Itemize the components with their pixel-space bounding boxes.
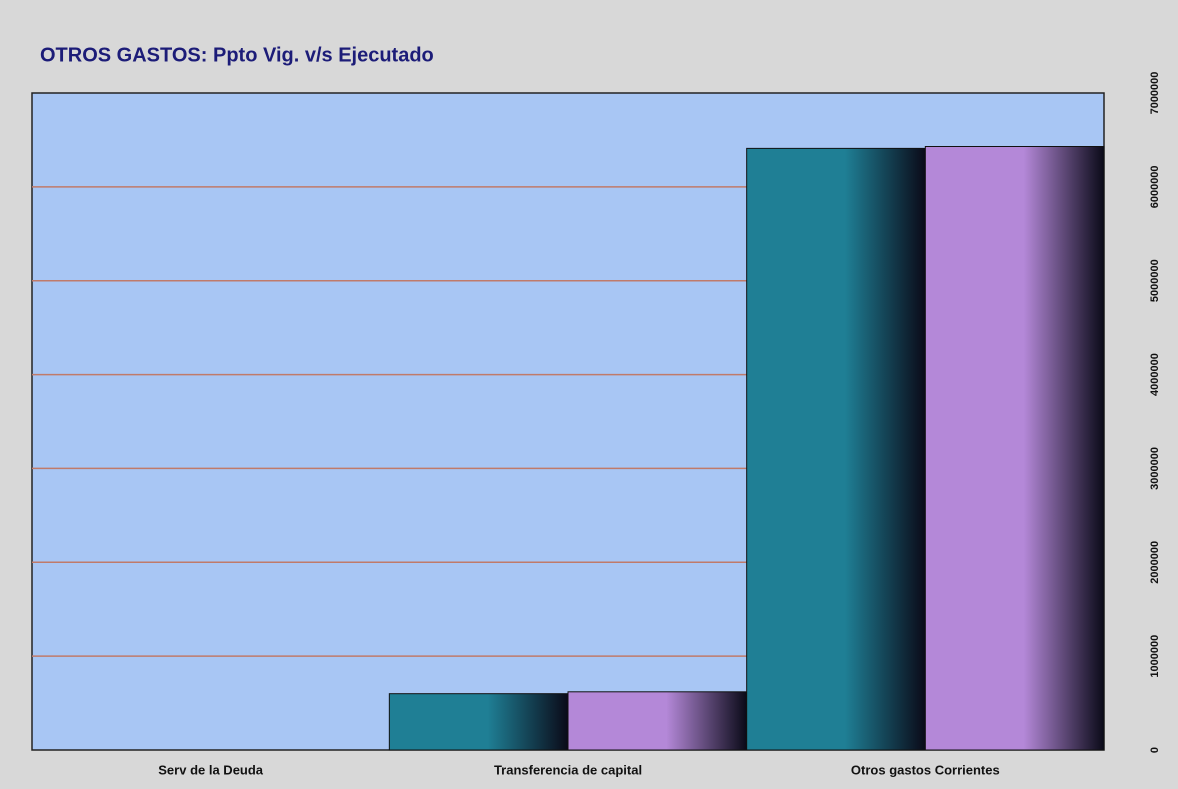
x-tick-label: Serv de la Deuda	[158, 762, 264, 777]
chart-title: OTROS GASTOS: Ppto Vig. v/s Ejecutado	[40, 44, 434, 66]
y-tick-label: 4000000	[1149, 353, 1161, 396]
bar	[746, 147, 926, 751]
y-tick-label: 2000000	[1149, 541, 1161, 584]
bar	[388, 693, 569, 751]
y-tick-label: 7000000	[1149, 72, 1161, 115]
x-tick-label: Transferencia de capital	[494, 762, 642, 777]
y-tick-label: 5000000	[1149, 259, 1161, 302]
x-tick-label: Otros gastos Corrientes	[851, 762, 1000, 777]
y-tick-label: 6000000	[1149, 165, 1161, 208]
bar	[567, 691, 748, 751]
y-tick-label: 0	[1149, 747, 1161, 753]
y-tick-label: 1000000	[1149, 635, 1161, 678]
y-tick-label: 3000000	[1149, 447, 1161, 490]
bar	[924, 145, 1105, 751]
